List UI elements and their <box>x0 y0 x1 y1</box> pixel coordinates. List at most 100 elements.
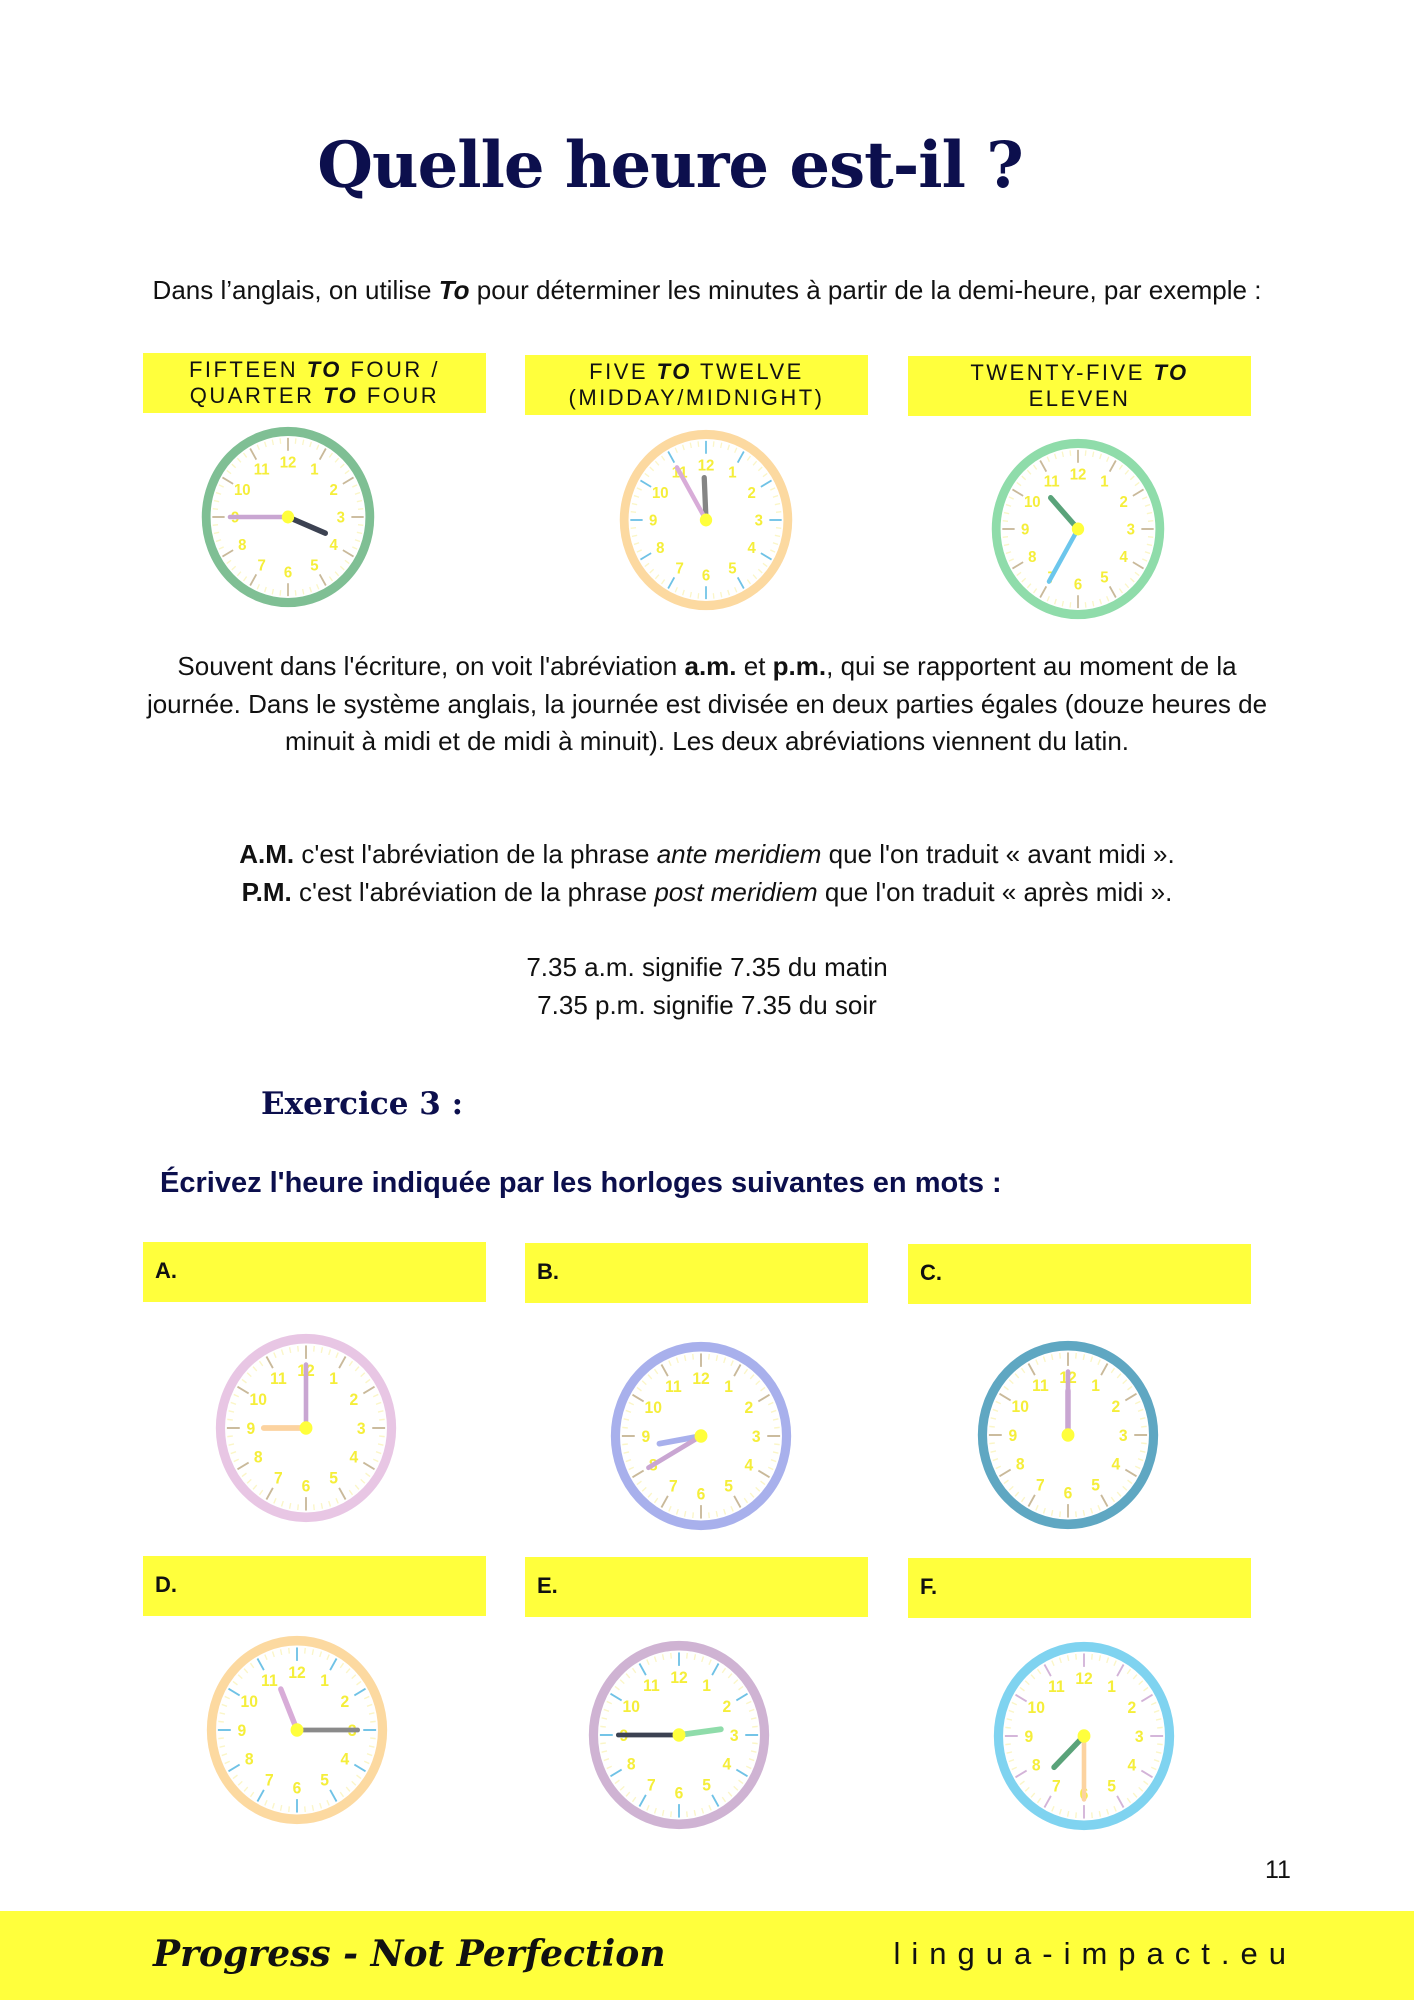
clock-tick <box>644 472 650 478</box>
clock-tick <box>610 1768 623 1778</box>
clock-tick <box>1147 520 1154 522</box>
clock-tick <box>1003 1385 1009 1391</box>
clock-tick <box>273 1497 277 1504</box>
clock-tick <box>736 451 745 464</box>
clock-tick <box>628 1466 635 1471</box>
clock-tick <box>1122 1379 1128 1385</box>
clock-tick <box>721 1796 727 1803</box>
clock-number: 9 <box>237 1722 246 1739</box>
clock-tick <box>660 455 666 461</box>
clock-tick <box>1153 1709 1160 1713</box>
clock-number: 1 <box>1091 1378 1100 1395</box>
clock-tick <box>1139 1417 1146 1420</box>
clock-number: 5 <box>310 557 319 574</box>
clock-number: 8 <box>1032 1757 1041 1774</box>
clock-tick <box>628 1401 635 1406</box>
clock-number: 10 <box>623 1699 640 1716</box>
clock-tick <box>767 1466 774 1471</box>
clock-tick <box>738 1685 744 1691</box>
clock-tick <box>230 1451 237 1455</box>
clock-number: 9 <box>246 1420 255 1437</box>
example-label-line: TWENTY-FIVE TO <box>970 360 1188 386</box>
clock-tick <box>1015 1693 1028 1703</box>
clock-tick <box>329 1789 338 1802</box>
clock-tick <box>242 452 248 458</box>
answer-label: E. <box>537 1573 558 1598</box>
clock-number: 4 <box>722 1756 731 1773</box>
clock-tick <box>1019 1780 1025 1786</box>
pm-definition: P.M. c'est l'abréviation de la phrase po… <box>130 874 1284 912</box>
clock-tick <box>1003 543 1010 547</box>
clock-tick <box>1134 481 1140 487</box>
clock-tick <box>661 1809 665 1816</box>
clock-tick <box>342 549 354 558</box>
clock-tick <box>767 1401 774 1406</box>
answer-box-f[interactable]: F. <box>908 1558 1251 1618</box>
clock-tick <box>365 1378 371 1384</box>
clock-tick <box>746 579 752 585</box>
clock-tick <box>1002 520 1009 522</box>
clock-tick <box>752 460 758 466</box>
clock-tick <box>646 1659 650 1666</box>
clock-number: 1 <box>1100 473 1109 490</box>
clock-number: 10 <box>250 1392 267 1409</box>
clock-tick <box>727 1791 733 1797</box>
clock-number: 5 <box>1091 1477 1100 1494</box>
clock-tick <box>647 1492 653 1498</box>
clock-tick <box>1035 1504 1039 1511</box>
minute-hand <box>646 1433 704 1471</box>
clock-tick <box>622 1426 628 1429</box>
example-label-line: QUARTER TO FOUR <box>190 383 439 409</box>
clock-tick <box>623 1451 630 1454</box>
answer-box-d[interactable]: D. <box>143 1556 486 1616</box>
clock-tick <box>249 573 258 586</box>
clock-tick <box>309 441 313 448</box>
clock-tick <box>224 1695 231 1700</box>
clock-tick <box>1100 1494 1109 1507</box>
clock-tick <box>368 1745 375 1748</box>
clock-tick <box>258 1489 264 1496</box>
hour-hand <box>701 474 709 523</box>
clock-tick <box>712 593 715 599</box>
example-label-box: FIVE TO TWELVE (MIDDAY/MIDNIGHT) <box>525 355 868 415</box>
clock-tick <box>354 491 361 495</box>
clock-tick <box>1141 1442 1147 1445</box>
clock-tick <box>770 487 776 491</box>
answer-box-b[interactable]: B. <box>525 1243 868 1303</box>
clock-number: 8 <box>238 537 247 554</box>
clock-tick <box>279 590 282 596</box>
clock-tick <box>770 549 776 553</box>
clock-tick <box>219 1745 226 1748</box>
answer-box-c[interactable]: C. <box>908 1244 1251 1304</box>
clock-tick <box>670 1811 672 1818</box>
clock-number: 9 <box>1008 1427 1017 1444</box>
intro-text-end: pour déterminer les minutes à partir de … <box>469 275 1262 305</box>
clock-tick <box>760 1386 766 1392</box>
clock-tick <box>632 1393 645 1403</box>
clock-tick <box>770 1409 777 1413</box>
clock-tick <box>338 1356 347 1369</box>
clock-tick <box>372 1458 379 1463</box>
clock-tick <box>352 546 358 550</box>
clock-tick <box>1069 602 1072 608</box>
answer-box-e[interactable]: E. <box>525 1557 868 1617</box>
clock-tick <box>213 531 220 535</box>
clock-tick <box>1127 1385 1133 1391</box>
clock-tick <box>297 1345 299 1352</box>
clock-number: 7 <box>274 1470 283 1487</box>
answer-box-a[interactable]: A. <box>143 1242 486 1302</box>
clock-tick <box>715 1510 719 1517</box>
clock-tick <box>1091 1812 1093 1819</box>
clock-tick <box>670 1652 672 1659</box>
clock-tick <box>1011 1766 1018 1771</box>
example-label-line: FIFTEEN TO FOUR / <box>189 357 440 383</box>
clock-tick <box>995 1400 1002 1405</box>
clock-number: 7 <box>265 1772 274 1789</box>
clock-number: 8 <box>1016 1456 1025 1473</box>
clock-tick <box>1100 1363 1109 1376</box>
clock-tick <box>619 1785 625 1791</box>
clock-tick <box>351 1674 357 1680</box>
clock-tick <box>721 1667 727 1674</box>
clock-tick <box>326 1799 330 1806</box>
